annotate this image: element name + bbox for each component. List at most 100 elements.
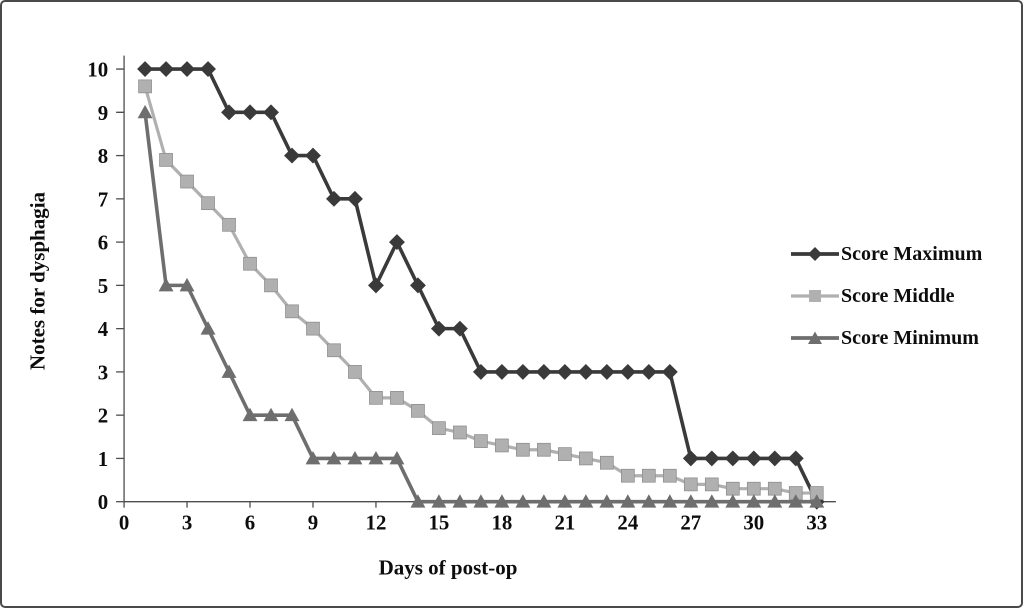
marker-diamond [472, 363, 489, 380]
marker-square [600, 455, 614, 470]
marker-triangle [809, 494, 825, 508]
y-tick-label: 6 [98, 231, 108, 255]
x-tick-label: 15 [429, 511, 450, 535]
marker-triangle [536, 494, 552, 508]
marker-diamond [451, 320, 468, 337]
marker-diamond [305, 147, 321, 164]
series-line-score-middle [143, 84, 819, 495]
x-axis-title: Days of post-op [378, 555, 518, 580]
marker-triangle [662, 494, 678, 508]
x-tick-label: 33 [806, 511, 827, 535]
marker-triangle [578, 494, 594, 508]
legend-item: Score Middle [791, 275, 982, 317]
marker-triangle [221, 364, 237, 378]
marker-square [243, 256, 257, 271]
marker-square [327, 343, 341, 358]
marker-square [201, 196, 215, 211]
marker-square [537, 442, 551, 457]
x-tick-label: 12 [366, 511, 387, 535]
marker-diamond [493, 363, 510, 380]
marker-triangle [284, 407, 300, 422]
marker-diamond [724, 450, 741, 467]
x-tick-label: 6 [245, 511, 255, 535]
marker-diamond [263, 104, 279, 121]
marker-diamond [179, 61, 195, 78]
marker-square [495, 438, 509, 453]
y-tick-label: 8 [98, 144, 108, 168]
legend-marker-square-icon [791, 290, 839, 302]
marker-triangle [725, 494, 741, 508]
marker-square [306, 321, 320, 336]
marker-square [641, 468, 656, 483]
marker-diamond [430, 320, 447, 337]
marker-square [558, 447, 572, 461]
marker-square [746, 481, 761, 496]
marker-diamond [368, 277, 384, 294]
marker-square [264, 278, 278, 293]
marker-square [369, 391, 383, 405]
y-tick-label: 2 [98, 404, 108, 428]
marker-triangle [410, 494, 426, 508]
y-tick-label: 0 [98, 490, 108, 514]
marker-square [138, 79, 152, 94]
legend-label: Score Minimum [841, 326, 979, 349]
y-tick-label: 1 [98, 447, 108, 471]
marker-square [411, 403, 425, 418]
marker-triangle [704, 494, 720, 508]
marker-square [453, 425, 467, 440]
marker-triangle [473, 494, 489, 508]
marker-diamond [535, 363, 552, 380]
marker-triangle [557, 494, 573, 508]
marker-triangle [389, 450, 405, 465]
marker-triangle [242, 407, 258, 422]
marker-diamond [409, 277, 426, 294]
marker-square [516, 442, 530, 457]
marker-triangle [305, 450, 321, 465]
x-tick-label: 21 [554, 511, 575, 535]
marker-triangle [200, 321, 216, 335]
marker-triangle [683, 494, 699, 508]
x-tick-label: 18 [491, 511, 512, 535]
marker-triangle [326, 450, 342, 465]
marker-square [432, 421, 446, 435]
marker-square [390, 391, 404, 405]
marker-diamond [389, 234, 405, 251]
marker-diamond [326, 190, 342, 207]
x-tick-label: 24 [617, 511, 638, 535]
marker-diamond [137, 61, 154, 78]
y-tick-label: 10 [87, 58, 108, 82]
marker-triangle [746, 494, 762, 508]
x-tick-label: 0 [119, 511, 129, 535]
marker-diamond [200, 61, 216, 78]
marker-triangle [431, 494, 447, 508]
x-tick-label: 3 [182, 511, 192, 535]
marker-triangle [158, 277, 174, 292]
marker-diamond [284, 147, 300, 164]
y-tick-label: 5 [98, 274, 108, 298]
y-tick-label: 7 [98, 187, 108, 211]
marker-diamond [745, 450, 762, 467]
marker-triangle [767, 494, 783, 508]
marker-triangle [368, 450, 384, 465]
marker-square [725, 481, 740, 496]
marker-triangle [179, 277, 195, 292]
marker-square [222, 217, 236, 232]
x-tick-label: 9 [308, 511, 318, 535]
marker-diamond [766, 450, 783, 467]
marker-diamond [347, 190, 363, 207]
marker-square [662, 468, 677, 483]
legend: Score Maximum Score Middle Score Minimum [791, 233, 982, 359]
marker-square [683, 477, 698, 492]
legend-marker-triangle-icon [791, 331, 839, 344]
legend-marker-diamond-icon [791, 247, 839, 261]
marker-triangle [515, 494, 531, 508]
marker-diamond [158, 61, 174, 78]
marker-diamond [556, 363, 573, 380]
marker-square [620, 468, 635, 483]
marker-diamond [661, 363, 678, 380]
marker-square [579, 451, 593, 466]
marker-diamond [703, 450, 720, 467]
legend-item: Score Maximum [791, 233, 982, 275]
